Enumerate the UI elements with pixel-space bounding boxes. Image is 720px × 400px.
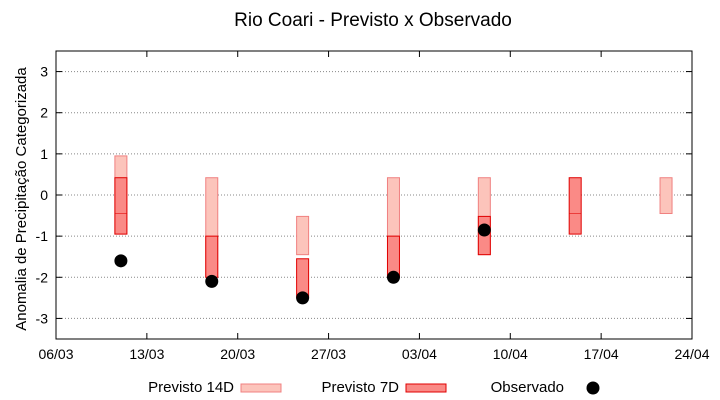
x-tick-label: 27/03 [311,346,346,362]
previsto-14d-box [659,177,673,215]
y-tick-label: -2 [36,269,49,285]
y-tick-label: 2 [40,105,48,121]
observado-point [114,254,128,268]
observado-point [386,270,400,284]
legend-swatch-previsto-7d [405,383,447,393]
x-tick-label: 03/04 [402,346,437,362]
x-tick-label: 13/03 [129,346,164,362]
legend: Previsto 14D Previsto 7D Observado [148,379,600,396]
previsto-7d-box [568,177,582,235]
x-tick-label: 17/04 [584,346,619,362]
x-tick-label: 06/03 [38,346,73,362]
legend-label: Previsto 7D [321,379,399,396]
grid-lines [56,71,692,319]
previsto-14d-box [296,215,310,256]
x-tick-label: 20/03 [220,346,255,362]
series-layer [114,155,673,305]
y-tick-label: 0 [40,187,48,203]
y-tick-label: 1 [40,146,48,162]
observado-point [477,223,491,237]
legend-label: Observado [491,379,564,396]
previsto-7d-box [205,235,219,278]
axis-layer: 3 2 1 0 -1 -2 -3 06/03 13/03 20/03 27/03 03/04 10/04… [36,51,710,362]
legend-swatch-previsto-14d [240,383,282,393]
x-tick-label: 24/04 [674,346,709,362]
legend-label: Previsto 14D [148,379,234,396]
x-tick-label: 10/04 [493,346,528,362]
chart-title: Rio Coari - Previsto x Observado [234,10,512,31]
y-tick-label: 3 [40,64,48,80]
y-tick-label: -1 [36,228,49,244]
y-axis-label: Anomalia de Precipitação Categorizada [13,67,30,331]
legend-swatch-observado [586,381,600,395]
y-tick-label: -3 [36,310,49,326]
previsto-7d-box [114,177,128,235]
observado-point [296,291,310,305]
observado-point [205,274,219,288]
previsto-14d-box [386,177,400,237]
